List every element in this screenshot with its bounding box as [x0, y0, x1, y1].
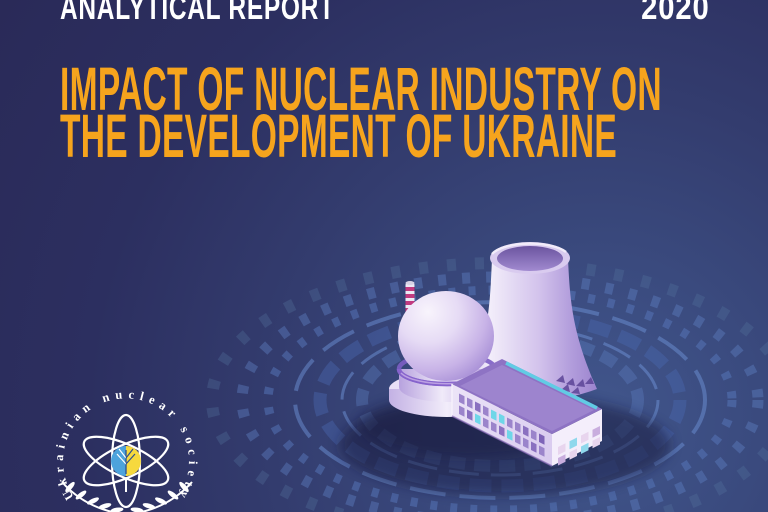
building-windows-end [558, 426, 600, 466]
building-windows-front [459, 393, 545, 457]
report-title: IMPACT OF NUCLEAR INDUSTRY ON THE DEVELO… [60, 55, 662, 170]
dome-sphere [398, 291, 494, 381]
uns-logo: Ukrainian nuclear society [52, 387, 199, 512]
administration-building [451, 359, 602, 467]
title-line-2: THE DEVELOPMENT OF UKRAINE [60, 102, 618, 170]
title-line-1: IMPACT OF NUCLEAR INDUSTRY ON [60, 55, 662, 123]
flag-tree-icon [111, 446, 141, 492]
laurel-wreath-icon [61, 481, 193, 512]
tower-opening [497, 246, 563, 271]
tower-lattice [556, 375, 594, 394]
report-type-label: ANALYTICAL REPORT [60, 0, 335, 27]
roof-accent-stripe [505, 361, 598, 410]
report-year: 2020 [641, 0, 710, 27]
